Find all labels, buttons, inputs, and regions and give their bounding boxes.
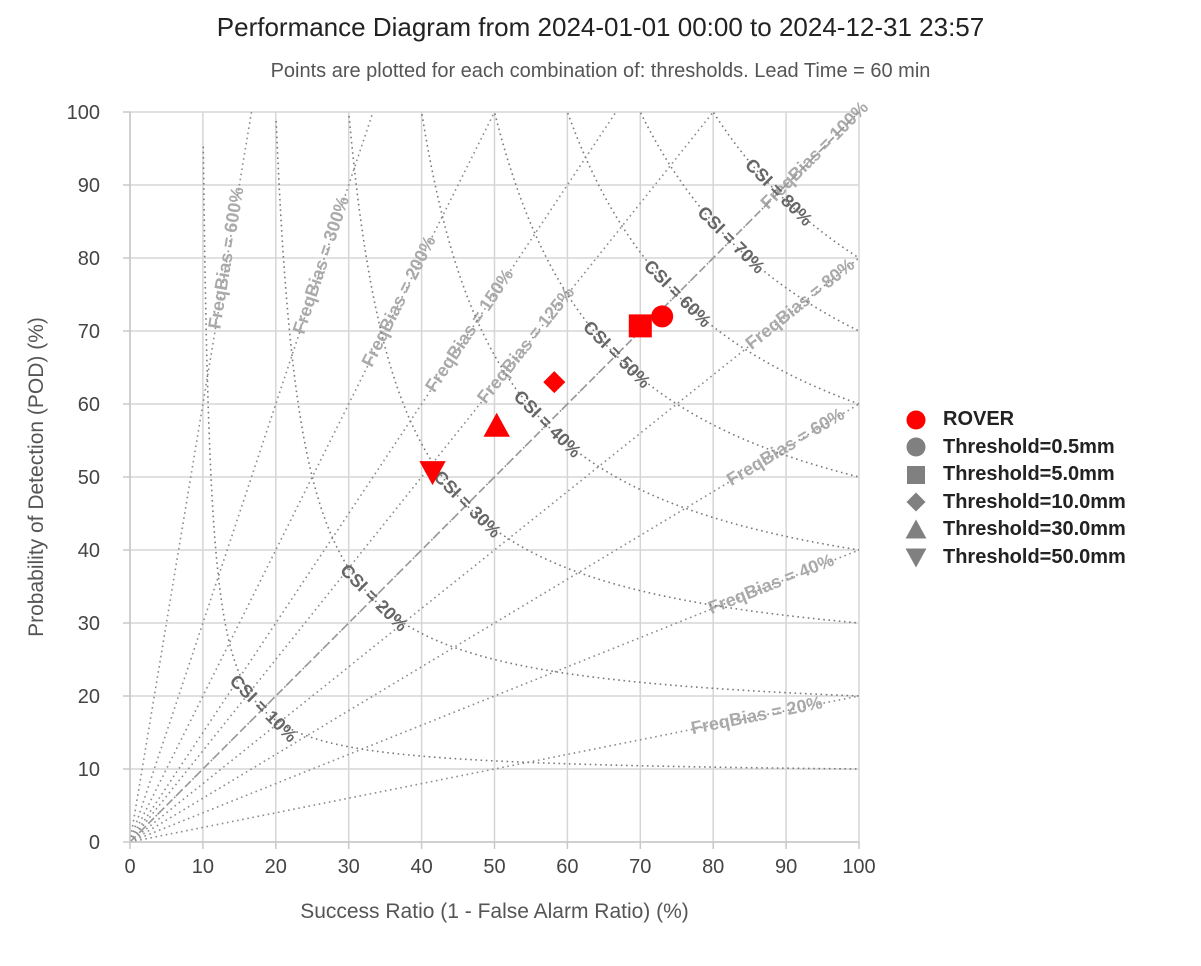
- legend-marker: [906, 437, 926, 457]
- freq-bias-line: [129, 549, 860, 843]
- legend-marker: [905, 548, 927, 568]
- freq-bias-line: [129, 695, 860, 843]
- circle-icon: [905, 409, 927, 431]
- chart-title: Performance Diagram from 2024-01-01 00:0…: [216, 12, 985, 42]
- x-tick-label: 10: [192, 856, 214, 878]
- circle-icon: [905, 436, 927, 458]
- freq-bias-label: FreqBias = 200%: [358, 233, 440, 370]
- legend-symbol: [907, 465, 925, 484]
- data-point-circle: [651, 305, 674, 328]
- legend-label: ROVER: [943, 408, 1015, 431]
- y-tick-label: 50: [78, 467, 100, 489]
- data-point-square: [628, 314, 652, 338]
- csi-line: [348, 115, 860, 624]
- y-tick-label: 0: [89, 832, 100, 854]
- legend-item: Threshold=10.0mm: [905, 489, 1126, 517]
- x-tick-label: 90: [775, 856, 797, 878]
- x-tick-label: 0: [124, 856, 135, 878]
- x-tick-label: 80: [702, 856, 724, 878]
- x-tick-label: 70: [629, 856, 651, 878]
- legend-label: Threshold=0.5mm: [943, 435, 1115, 458]
- freq-bias-label: FreqBias = 20%: [689, 692, 824, 738]
- triangle-down-icon: [905, 546, 927, 568]
- freq-bias-line: [129, 111, 496, 843]
- legend-item: Threshold=30.0mm: [905, 516, 1126, 544]
- legend-label: Threshold=5.0mm: [943, 463, 1115, 486]
- legend-symbol: [906, 437, 926, 457]
- legend-item: Threshold=5.0mm: [905, 461, 1126, 489]
- data-point-diamond: [543, 371, 566, 394]
- y-tick-label: 70: [78, 321, 100, 343]
- csi-line: [712, 112, 860, 259]
- y-tick-label: 60: [78, 394, 100, 416]
- csi-line: [639, 112, 860, 332]
- freq-bias-label: FreqBias = 300%: [289, 194, 353, 337]
- y-axis-title: Probability of Detection (POD) (%): [25, 317, 48, 637]
- freq-bias-line: [129, 403, 860, 843]
- legend-marker: [906, 492, 926, 512]
- freq-bias-label: FreqBias = 40%: [705, 550, 836, 618]
- data-point-triangle-down: [419, 461, 446, 486]
- square-icon: [905, 464, 927, 486]
- csi-line: [494, 113, 860, 478]
- diamond-icon: [905, 491, 927, 513]
- legend-item: Threshold=0.5mm: [905, 434, 1126, 462]
- legend-item: Threshold=50.0mm: [905, 544, 1126, 572]
- freq-bias-line: [129, 111, 617, 843]
- y-tick-label: 10: [78, 759, 100, 781]
- data-points: [419, 305, 674, 486]
- y-tick-label: 100: [67, 102, 100, 124]
- diagonal-reference-line: [129, 111, 860, 843]
- y-tick-label: 30: [78, 613, 100, 635]
- legend-label: Threshold=30.0mm: [943, 518, 1126, 541]
- legend-symbol: [905, 519, 927, 539]
- csi-line: [567, 112, 860, 405]
- legend-label: Threshold=50.0mm: [943, 545, 1126, 568]
- y-tick-label: 40: [78, 540, 100, 562]
- x-tick-label: 30: [338, 856, 360, 878]
- legend-marker: [906, 410, 926, 430]
- legend-symbol: [906, 492, 926, 512]
- csi-line: [275, 120, 860, 697]
- x-tick-label: 50: [483, 856, 505, 878]
- y-tick-label: 20: [78, 686, 100, 708]
- legend-label: Threshold=10.0mm: [943, 490, 1126, 513]
- chart-subtitle: Points are plotted for each combination …: [270, 60, 931, 82]
- y-tick-label: 80: [78, 248, 100, 270]
- legend-item: ROVER: [905, 406, 1126, 434]
- axes: 0 10 20 30 40 50 60 70 80 90 100 0 10 20 30 40 50 60 70 80 9…: [25, 102, 876, 923]
- x-axis-title: Success Ratio (1 - False Alarm Ratio) (%…: [300, 900, 689, 923]
- x-tick-label: 40: [410, 856, 432, 878]
- legend-marker: [905, 519, 927, 539]
- legend-symbol: [906, 410, 926, 430]
- x-tick-label: 100: [842, 856, 875, 878]
- x-tick-label: 60: [556, 856, 578, 878]
- y-tick-label: 90: [78, 175, 100, 197]
- freq-bias-line: [129, 111, 374, 843]
- x-tick-label: 20: [265, 856, 287, 878]
- legend-marker: [907, 465, 925, 484]
- freq-bias-line: [129, 111, 253, 843]
- triangle-up-icon: [905, 519, 927, 541]
- legend: ROVER Threshold=0.5mm Threshold=5.0mm Thres…: [905, 406, 1126, 571]
- data-point-triangle-up: [483, 412, 510, 437]
- legend-symbol: [905, 548, 927, 568]
